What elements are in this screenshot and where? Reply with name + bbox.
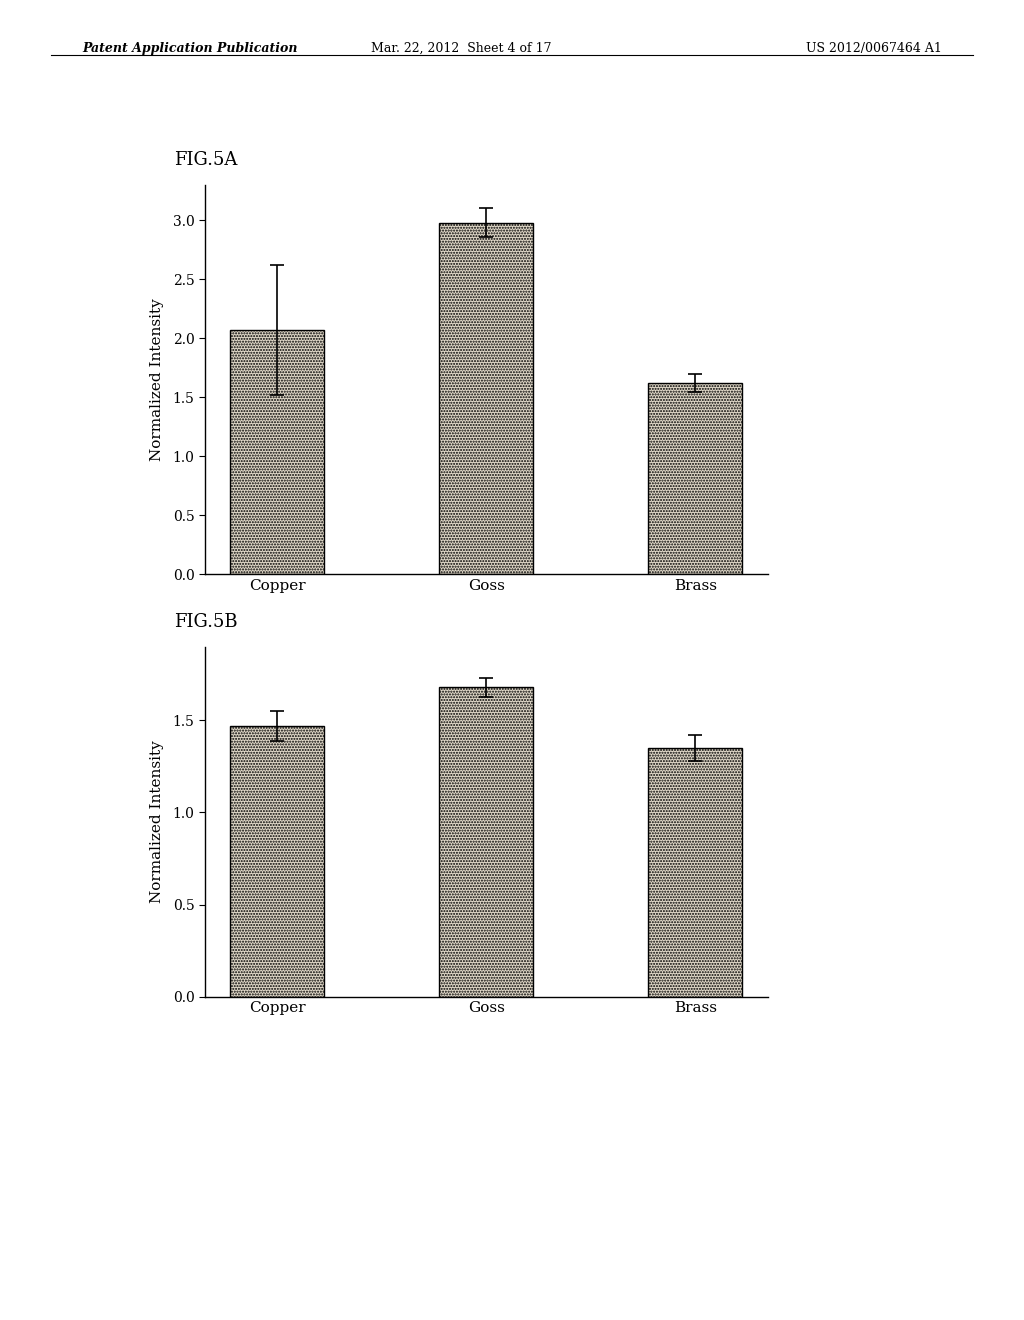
Text: FIG.5B: FIG.5B bbox=[174, 612, 238, 631]
Bar bbox=[648, 748, 742, 997]
Text: FIG.5A: FIG.5A bbox=[174, 150, 238, 169]
Y-axis label: Normalized Intensity: Normalized Intensity bbox=[151, 741, 164, 903]
Text: Mar. 22, 2012  Sheet 4 of 17: Mar. 22, 2012 Sheet 4 of 17 bbox=[371, 42, 551, 55]
Bar bbox=[230, 726, 325, 997]
Bar bbox=[230, 330, 325, 574]
Bar bbox=[439, 688, 534, 997]
Y-axis label: Normalized Intensity: Normalized Intensity bbox=[151, 298, 164, 461]
Text: US 2012/0067464 A1: US 2012/0067464 A1 bbox=[806, 42, 942, 55]
Bar bbox=[439, 223, 534, 574]
Text: Patent Application Publication: Patent Application Publication bbox=[82, 42, 297, 55]
Bar bbox=[648, 383, 742, 574]
